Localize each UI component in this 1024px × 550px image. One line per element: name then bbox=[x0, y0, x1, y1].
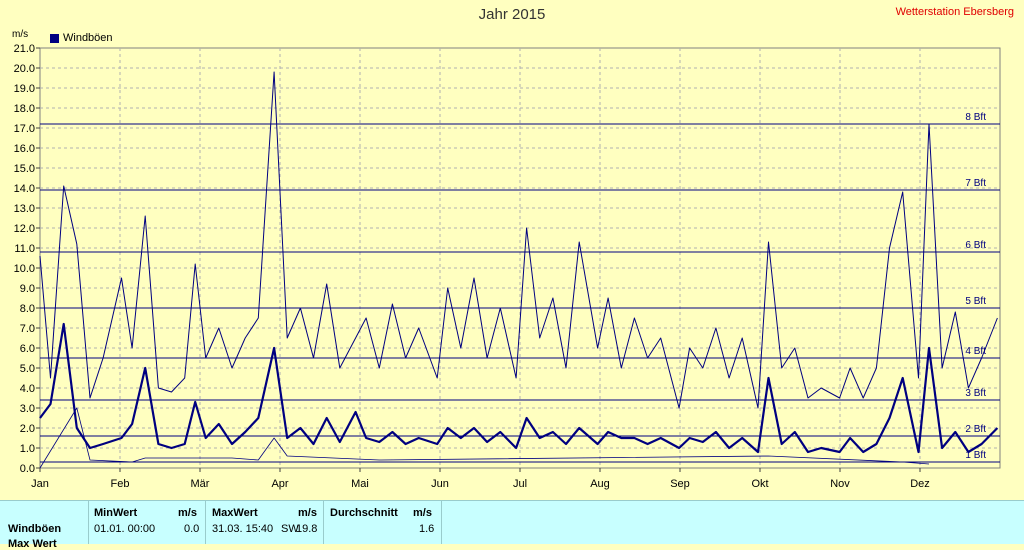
y-tick-label: 0.0 bbox=[20, 463, 35, 475]
y-tick-label: 17.0 bbox=[14, 123, 35, 135]
x-tick-label: Mär bbox=[191, 478, 210, 490]
station-name: Wetterstation Ebersberg bbox=[895, 6, 1014, 18]
y-tick-label: 13.0 bbox=[14, 203, 35, 215]
legend: Windböen bbox=[50, 32, 113, 44]
beaufort-label: 1 Bft bbox=[965, 450, 986, 461]
x-tick-label: Mai bbox=[351, 478, 369, 490]
y-tick-label: 7.0 bbox=[20, 323, 35, 335]
y-tick-label: 3.0 bbox=[20, 403, 35, 415]
x-tick-label: Nov bbox=[830, 478, 850, 490]
y-tick-label: 16.0 bbox=[14, 143, 35, 155]
stats-row-label: Windböen bbox=[8, 523, 62, 535]
avg-header: Durchschnitt bbox=[330, 507, 398, 519]
wind-chart: 0.0 1.0 2.0 3.0 4.0 5.0 6.0 7.0 8.0 9.0 10.0 11.0 12… bbox=[14, 43, 1001, 490]
stats-panel: Windböen Max Wert MinWert m/s 01.01. 00:… bbox=[0, 500, 1024, 550]
y-tick-label: 12.0 bbox=[14, 223, 35, 235]
max-header: MaxWert bbox=[212, 507, 258, 519]
x-tick-label: Feb bbox=[111, 478, 130, 490]
beaufort-label: 7 Bft bbox=[965, 178, 986, 189]
beaufort-label: 5 Bft bbox=[965, 296, 986, 307]
legend-label: Windböen bbox=[63, 32, 113, 44]
y-tick-label: 18.0 bbox=[14, 103, 35, 115]
stats-row2-label: Max Wert bbox=[8, 538, 57, 550]
x-tick-label: Jan bbox=[31, 478, 49, 490]
y-tick-label: 4.0 bbox=[20, 383, 35, 395]
x-tick-label: Aug bbox=[590, 478, 610, 490]
max-time: 31.03. 15:40 bbox=[212, 523, 274, 535]
y-tick-label: 10.0 bbox=[14, 263, 35, 275]
max-value: 19.8 bbox=[296, 523, 318, 535]
min-time: 01.01. 00:00 bbox=[94, 523, 156, 535]
max-direction: SW bbox=[281, 523, 299, 535]
beaufort-label: 2 Bft bbox=[965, 424, 986, 435]
series-line-2 bbox=[39, 407, 930, 469]
y-tick-label: 19.0 bbox=[14, 83, 35, 95]
series-line-0 bbox=[39, 71, 998, 409]
x-tick-label: Jun bbox=[431, 478, 449, 490]
x-tick-label: Apr bbox=[271, 478, 288, 490]
y-tick-label: 2.0 bbox=[20, 423, 35, 435]
y-tick-label: 15.0 bbox=[14, 163, 35, 175]
chart-title: Jahr 2015 bbox=[478, 6, 546, 23]
y-tick-label: 9.0 bbox=[20, 283, 35, 295]
y-tick-label: 1.0 bbox=[20, 443, 35, 455]
series-line-1 bbox=[39, 322, 999, 454]
x-tick-label: Jul bbox=[513, 478, 527, 490]
min-header: MinWert bbox=[94, 507, 138, 519]
y-tick-label: 14.0 bbox=[14, 183, 35, 195]
y-tick-label: 6.0 bbox=[20, 343, 35, 355]
y-tick-label: 5.0 bbox=[20, 363, 35, 375]
beaufort-label: 4 Bft bbox=[965, 346, 986, 357]
y-tick-label: 11.0 bbox=[14, 243, 35, 255]
beaufort-label: 3 Bft bbox=[965, 388, 986, 399]
min-value: 0.0 bbox=[184, 523, 200, 535]
y-tick-label: 8.0 bbox=[20, 303, 35, 315]
min-unit: m/s bbox=[178, 507, 197, 519]
legend-swatch bbox=[50, 33, 59, 43]
x-tick-label: Dez bbox=[910, 478, 930, 490]
beaufort-label: 8 Bft bbox=[965, 112, 986, 123]
y-axis-unit: m/s bbox=[12, 29, 29, 40]
x-tick-label: Sep bbox=[670, 478, 690, 490]
max-unit: m/s bbox=[298, 507, 317, 519]
y-tick-label: 20.0 bbox=[14, 63, 35, 75]
y-tick-label: 21.0 bbox=[14, 43, 35, 55]
beaufort-label: 6 Bft bbox=[965, 240, 986, 251]
avg-unit: m/s bbox=[413, 507, 432, 519]
avg-value: 1.6 bbox=[419, 523, 435, 535]
x-tick-label: Okt bbox=[751, 478, 768, 490]
